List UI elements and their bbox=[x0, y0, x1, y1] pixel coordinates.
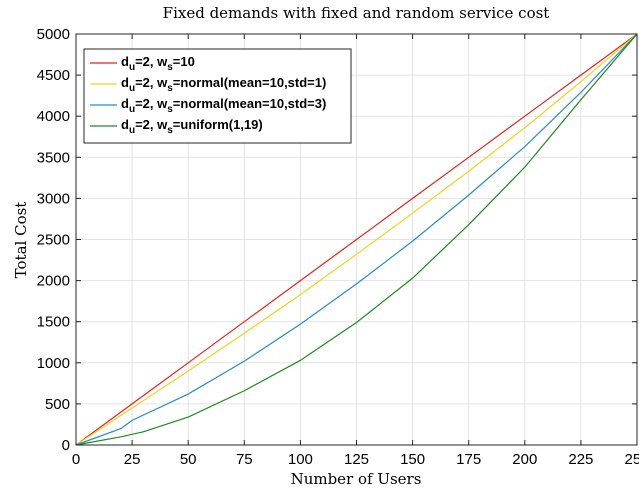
legend-text-part: =normal(mean=10,std=1) bbox=[173, 75, 327, 90]
y-tick-label: 0 bbox=[62, 437, 70, 454]
legend-text-part: d bbox=[121, 54, 129, 69]
x-tick-label: 150 bbox=[400, 451, 425, 468]
y-tick-label: 1500 bbox=[37, 314, 70, 331]
x-tick-label: 125 bbox=[344, 451, 369, 468]
legend-box bbox=[83, 48, 352, 144]
y-tick-label: 3500 bbox=[37, 149, 70, 166]
legend-text-part: u bbox=[129, 83, 135, 94]
legend-entry-1: du=2, ws=10 bbox=[121, 54, 195, 73]
legend-text-part: d bbox=[121, 75, 129, 90]
y-axis-ticks: 0 500 1000 1500 2000 2500 3000 3500 4000 4500 5000 bbox=[37, 26, 637, 454]
legend-text-part: =10 bbox=[173, 54, 195, 69]
legend-text-part: =2, w bbox=[135, 117, 168, 132]
x-tick-label: 100 bbox=[288, 451, 313, 468]
legend-entry-4: du=2, ws=uniform(1,19) bbox=[121, 117, 263, 136]
y-tick-label: 2500 bbox=[37, 232, 70, 249]
legend-text-part: d bbox=[121, 117, 129, 132]
x-tick-label: 250 bbox=[624, 451, 639, 468]
series-line-1 bbox=[75, 33, 638, 446]
legend-text-part: =2, w bbox=[135, 54, 168, 69]
legend-text-part: u bbox=[129, 104, 135, 115]
x-tick-label: 200 bbox=[512, 451, 537, 468]
legend-text-part: =normal(mean=10,std=3) bbox=[173, 96, 327, 111]
y-tick-label: 3000 bbox=[37, 190, 70, 207]
legend-text-part: =uniform(1,19) bbox=[173, 117, 263, 132]
series-line-4 bbox=[75, 33, 638, 446]
y-axis-label: Total Cost bbox=[12, 202, 30, 279]
legend-entry-3: du=2, ws=normal(mean=10,std=3) bbox=[121, 96, 326, 115]
series-line-2 bbox=[75, 33, 638, 446]
series-layer bbox=[75, 33, 638, 446]
y-tick-label: 4000 bbox=[37, 108, 70, 125]
x-tick-label: 75 bbox=[236, 451, 253, 468]
legend-text-part: s bbox=[167, 104, 173, 115]
legend-text-part: u bbox=[129, 62, 135, 73]
y-tick-label: 1000 bbox=[37, 355, 70, 372]
legend-text-part: u bbox=[129, 125, 135, 136]
x-axis-label: Number of Users bbox=[291, 470, 422, 488]
legend-text-part: s bbox=[167, 83, 173, 94]
legend-text-part: =2, w bbox=[135, 96, 168, 111]
x-tick-label: 25 bbox=[124, 451, 141, 468]
x-tick-label: 175 bbox=[456, 451, 481, 468]
x-axis-ticks: 0 25 50 75 100 125 150 175 200 225 250 bbox=[72, 34, 639, 468]
y-tick-label: 2000 bbox=[37, 273, 70, 290]
legend-text-part: s bbox=[167, 125, 173, 136]
y-tick-label: 5000 bbox=[37, 26, 70, 43]
chart-title: Fixed demands with fixed and random serv… bbox=[163, 4, 550, 22]
y-tick-label: 4500 bbox=[37, 67, 70, 84]
x-tick-label: 225 bbox=[568, 451, 593, 468]
legend-text-part: d bbox=[121, 96, 129, 111]
legend-text-part: =2, w bbox=[135, 75, 168, 90]
x-tick-label: 50 bbox=[180, 451, 197, 468]
series-line-3 bbox=[75, 33, 638, 446]
y-tick-label: 500 bbox=[45, 396, 70, 413]
x-tick-label: 0 bbox=[72, 451, 80, 468]
legend-text-part: s bbox=[167, 62, 173, 73]
legend-entry-2: du=2, ws=normal(mean=10,std=1) bbox=[121, 75, 326, 94]
